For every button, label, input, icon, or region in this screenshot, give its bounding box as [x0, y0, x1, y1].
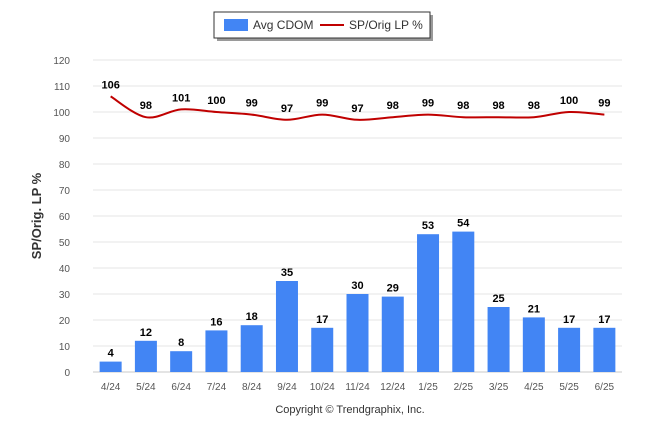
y-tick-label: 20 — [59, 316, 71, 327]
line-path — [110, 95, 605, 121]
bar — [311, 327, 334, 372]
legend-label-sp-orig-lp: SP/Orig LP % — [349, 18, 423, 32]
line-data-labels: 106 98 101 100 99 97 99 97 98 99 98 98 98 100 99 — [101, 79, 610, 114]
bar — [240, 325, 263, 372]
line-value-label: 98 — [457, 100, 469, 112]
x-axis-ticks: 4/24 5/24 6/24 7/24 8/24 9/24 10/24 11/24 12/24 1… — [101, 382, 615, 393]
bar — [522, 317, 545, 372]
bar — [593, 327, 616, 372]
bar-value-label: 8 — [178, 337, 184, 349]
x-tick-label: 7/24 — [207, 382, 227, 393]
bar-value-label: 35 — [281, 267, 293, 279]
x-tick-label: 1/25 — [418, 382, 438, 393]
bar — [275, 281, 298, 372]
y-tick-label: 100 — [53, 108, 70, 119]
bar — [170, 351, 193, 372]
y-tick-label: 90 — [59, 134, 71, 145]
y-tick-label: 80 — [59, 160, 71, 171]
x-tick-label: 10/24 — [310, 382, 335, 393]
x-tick-label: 12/24 — [380, 382, 405, 393]
x-tick-label: 2/25 — [454, 382, 474, 393]
line-value-label: 99 — [598, 98, 610, 110]
y-tick-label: 0 — [64, 368, 70, 379]
line-value-label: 106 — [101, 79, 119, 91]
y-tick-label: 50 — [59, 238, 71, 249]
line-value-label: 99 — [246, 98, 258, 110]
line-value-label: 97 — [351, 103, 363, 115]
line-value-label: 98 — [140, 100, 152, 112]
x-tick-label: 4/24 — [101, 382, 121, 393]
y-tick-label: 70 — [59, 186, 71, 197]
bar-value-label: 54 — [457, 218, 470, 230]
bar — [381, 296, 404, 372]
legend-label-avg-cdom: Avg CDOM — [253, 18, 313, 32]
line-value-label: 99 — [316, 98, 328, 110]
y-tick-label: 10 — [59, 342, 71, 353]
x-tick-label: 6/25 — [595, 382, 615, 393]
line-value-label: 98 — [492, 100, 504, 112]
bars — [99, 231, 616, 372]
bar — [558, 327, 581, 372]
x-tick-label: 5/25 — [559, 382, 579, 393]
bar-value-label: 53 — [422, 220, 434, 232]
bar — [417, 234, 440, 372]
line-value-label: 100 — [560, 95, 578, 107]
x-tick-label: 5/24 — [136, 382, 156, 393]
bar-value-label: 12 — [140, 327, 152, 339]
copyright-credit: Copyright © Trendgraphix, Inc. — [275, 404, 424, 416]
bar — [205, 330, 228, 372]
bar-value-label: 17 — [563, 314, 575, 326]
x-tick-label: 11/24 — [345, 382, 370, 393]
x-tick-label: 9/24 — [277, 382, 297, 393]
x-tick-label: 6/24 — [171, 382, 191, 393]
bar-value-label: 25 — [492, 293, 504, 305]
y-tick-label: 110 — [54, 82, 70, 93]
bar — [346, 294, 369, 372]
bar-value-label: 17 — [598, 314, 610, 326]
line-value-label: 97 — [281, 103, 293, 115]
x-tick-label: 3/25 — [489, 382, 509, 393]
y-tick-label: 60 — [59, 212, 71, 223]
line-value-label: 100 — [207, 95, 225, 107]
x-tick-label: 4/25 — [524, 382, 544, 393]
y-axis-ticks: 0 10 20 30 40 50 60 70 80 90 100 110 120 — [53, 56, 70, 379]
bar — [134, 340, 157, 372]
bar-value-label: 4 — [108, 348, 115, 360]
y-tick-label: 30 — [59, 290, 71, 301]
line-value-label: 99 — [422, 98, 434, 110]
bar-value-label: 29 — [387, 283, 399, 295]
bar — [487, 307, 510, 372]
legend-swatch-bar — [224, 19, 248, 31]
bar-value-label: 17 — [316, 314, 328, 326]
x-tick-label: 8/24 — [242, 382, 262, 393]
line-value-label: 98 — [387, 100, 399, 112]
bar-value-label: 21 — [528, 303, 540, 315]
bar-value-label: 30 — [351, 280, 363, 292]
bar-value-label: 16 — [210, 316, 222, 328]
y-axis-label: SP/Orig. LP % — [29, 172, 44, 259]
y-tick-label: 120 — [53, 56, 70, 67]
line-value-label: 98 — [528, 100, 540, 112]
y-tick-label: 40 — [59, 264, 71, 275]
bar — [99, 361, 122, 372]
line-series — [110, 95, 605, 121]
bar-value-label: 18 — [246, 311, 258, 323]
line-value-label: 101 — [172, 92, 190, 104]
bar-data-labels: 4 12 8 16 18 35 17 30 29 53 54 25 21 17 17 — [108, 218, 611, 360]
bar — [452, 231, 475, 372]
